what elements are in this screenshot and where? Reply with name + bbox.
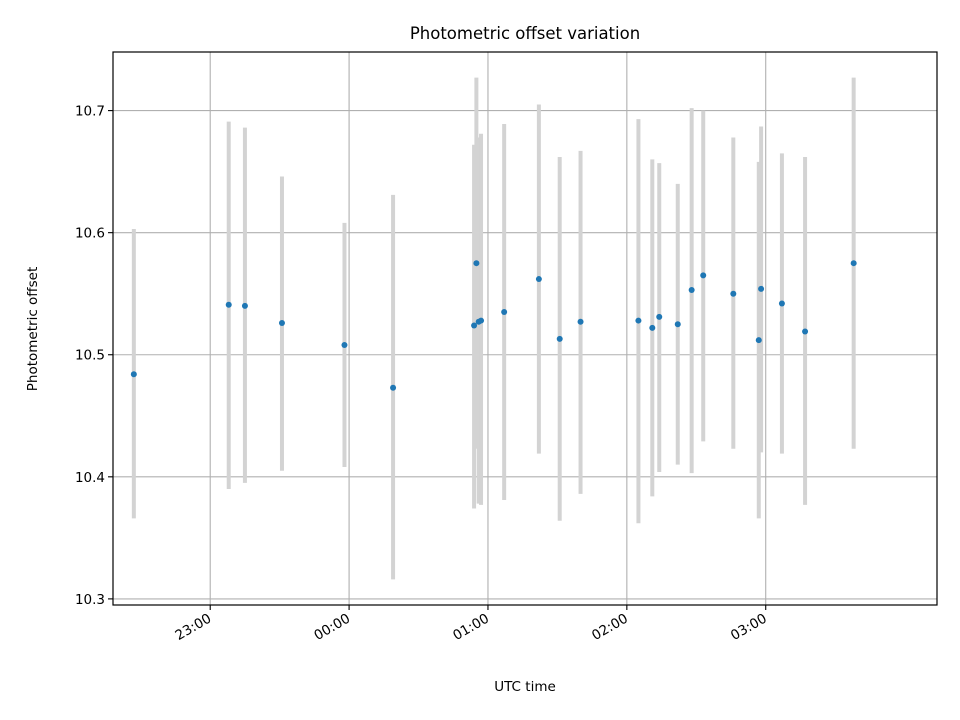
- data-point: [478, 317, 485, 324]
- data-points: [130, 260, 857, 391]
- data-point: [471, 322, 478, 329]
- data-point: [656, 313, 663, 320]
- y-axis-ticks: 10.3 10.4 10.5 10.6 10.7: [75, 104, 113, 608]
- y-tick-label: 10.6: [75, 226, 105, 242]
- data-point: [341, 341, 348, 348]
- data-point: [501, 309, 508, 316]
- data-point: [635, 317, 642, 324]
- y-tick-label: 10.7: [75, 104, 105, 120]
- data-point: [755, 337, 762, 344]
- data-point: [758, 285, 765, 292]
- y-tick-label: 10.5: [75, 348, 105, 364]
- data-point: [390, 384, 397, 391]
- data-point: [473, 260, 480, 267]
- data-point: [130, 371, 137, 378]
- data-point: [241, 302, 248, 309]
- data-point: [674, 321, 681, 328]
- data-point: [850, 260, 857, 267]
- chart-title: Photometric offset variation: [410, 24, 640, 43]
- data-point: [778, 300, 785, 307]
- data-point: [700, 272, 707, 279]
- y-tick-label: 10.4: [75, 470, 105, 486]
- data-point: [649, 324, 656, 331]
- grid-lines: [113, 52, 937, 605]
- data-point: [688, 287, 695, 294]
- data-point: [577, 318, 584, 325]
- y-tick-label: 10.3: [75, 592, 105, 608]
- data-point: [225, 301, 232, 308]
- y-axis-label: Photometric offset: [25, 267, 41, 391]
- data-point: [730, 290, 737, 297]
- x-axis-label: UTC time: [494, 679, 556, 695]
- data-point: [802, 328, 809, 335]
- plot-frame: [112, 51, 938, 606]
- data-point: [535, 276, 542, 283]
- data-point: [278, 320, 285, 327]
- data-point: [556, 335, 563, 342]
